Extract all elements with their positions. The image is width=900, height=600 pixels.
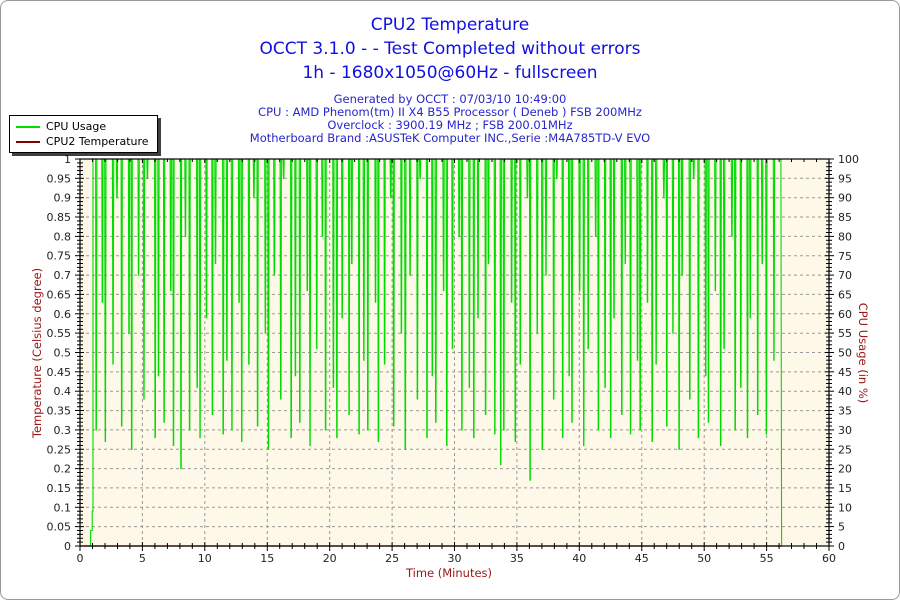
- svg-text:60: 60: [838, 308, 852, 321]
- grid: [80, 159, 829, 546]
- svg-text:100: 100: [838, 153, 859, 166]
- svg-text:60: 60: [822, 552, 836, 565]
- svg-text:30: 30: [838, 424, 852, 437]
- svg-text:0.6: 0.6: [54, 308, 72, 321]
- svg-text:0.2: 0.2: [54, 463, 72, 476]
- cpu2-temperature-line-swatch: [16, 140, 40, 143]
- svg-text:0.8: 0.8: [54, 230, 72, 243]
- cpu-usage-line-swatch: [16, 125, 40, 128]
- svg-text:0.15: 0.15: [47, 482, 72, 495]
- svg-text:20: 20: [323, 552, 337, 565]
- svg-text:0.1: 0.1: [54, 501, 72, 514]
- legend-item-cpu2-temperature: CPU2 Temperature: [16, 134, 149, 149]
- svg-text:0.4: 0.4: [54, 385, 72, 398]
- y-left-axis-title: Temperature (Celsius degree): [30, 267, 44, 439]
- svg-text:90: 90: [838, 192, 852, 205]
- svg-text:10: 10: [198, 552, 212, 565]
- svg-text:30: 30: [448, 552, 462, 565]
- svg-text:40: 40: [838, 385, 852, 398]
- report-subtitle-status: OCCT 3.1.0 - - Test Completed without er…: [259, 39, 641, 59]
- svg-text:0.45: 0.45: [47, 366, 72, 379]
- legend-item-cpu-usage: CPU Usage: [16, 119, 149, 134]
- info-overclock: Overclock : 3900.19 MHz ; FSB 200.01MHz: [327, 118, 573, 132]
- svg-text:10: 10: [838, 501, 852, 514]
- svg-text:0.75: 0.75: [47, 250, 72, 263]
- svg-text:40: 40: [572, 552, 586, 565]
- info-cpu: CPU : AMD Phenom(tm) II X4 B55 Processor…: [258, 105, 642, 119]
- svg-text:5: 5: [139, 552, 146, 565]
- svg-text:55: 55: [760, 552, 774, 565]
- svg-text:20: 20: [838, 463, 852, 476]
- svg-text:0: 0: [64, 540, 71, 553]
- svg-text:0.65: 0.65: [47, 288, 72, 301]
- svg-text:0.25: 0.25: [47, 443, 72, 456]
- svg-text:0.05: 0.05: [47, 521, 72, 534]
- svg-text:50: 50: [838, 347, 852, 360]
- svg-text:1: 1: [64, 153, 71, 166]
- legend-label: CPU Usage: [46, 120, 107, 133]
- svg-text:35: 35: [838, 405, 852, 418]
- report-header: CPU2 Temperature OCCT 3.1.0 - - Test Com…: [1, 13, 899, 145]
- legend-label: CPU2 Temperature: [46, 135, 149, 148]
- svg-text:0.85: 0.85: [47, 211, 72, 224]
- svg-text:80: 80: [838, 230, 852, 243]
- x-axis-title: Time (Minutes): [405, 566, 493, 580]
- axis-tick-labels: 0 0.05 0.1 0.15 0.2 0.25 0.3 0.35 0.4 0.45 0.5 0.55…: [47, 153, 860, 565]
- y-right-axis-title: CPU Usage (in %): [856, 302, 870, 404]
- info-motherboard: Motherboard Brand :ASUSTeK Computer INC.…: [249, 131, 651, 145]
- svg-text:0.3: 0.3: [54, 424, 72, 437]
- axis-ticks: [75, 158, 834, 551]
- svg-text:45: 45: [838, 366, 852, 379]
- svg-text:25: 25: [385, 552, 399, 565]
- cpu-usage-line: [80, 158, 783, 547]
- svg-text:0: 0: [838, 540, 845, 553]
- svg-text:70: 70: [838, 269, 852, 282]
- svg-text:0.7: 0.7: [54, 269, 72, 282]
- svg-text:55: 55: [838, 327, 852, 340]
- info-generated-by: Generated by OCCT : 07/03/10 10:49:00: [333, 92, 567, 106]
- svg-text:50: 50: [697, 552, 711, 565]
- svg-text:15: 15: [838, 482, 852, 495]
- svg-text:25: 25: [838, 443, 852, 456]
- svg-text:0.95: 0.95: [47, 172, 72, 185]
- svg-text:0.9: 0.9: [54, 192, 72, 205]
- svg-text:45: 45: [635, 552, 649, 565]
- svg-text:85: 85: [838, 211, 852, 224]
- svg-text:5: 5: [838, 521, 845, 534]
- svg-text:0.55: 0.55: [47, 327, 72, 340]
- svg-text:0.5: 0.5: [54, 347, 72, 360]
- chart-legend: CPU Usage CPU2 Temperature: [9, 115, 158, 153]
- svg-text:0: 0: [77, 552, 84, 565]
- svg-text:0.35: 0.35: [47, 405, 72, 418]
- svg-text:95: 95: [838, 172, 852, 185]
- page-title: CPU2 Temperature: [370, 15, 530, 35]
- svg-text:15: 15: [260, 552, 274, 565]
- report-subtitle-mode: 1h - 1680x1050@60Hz - fullscreen: [302, 63, 598, 83]
- svg-text:65: 65: [838, 288, 852, 301]
- svg-text:35: 35: [510, 552, 524, 565]
- svg-text:75: 75: [838, 250, 852, 263]
